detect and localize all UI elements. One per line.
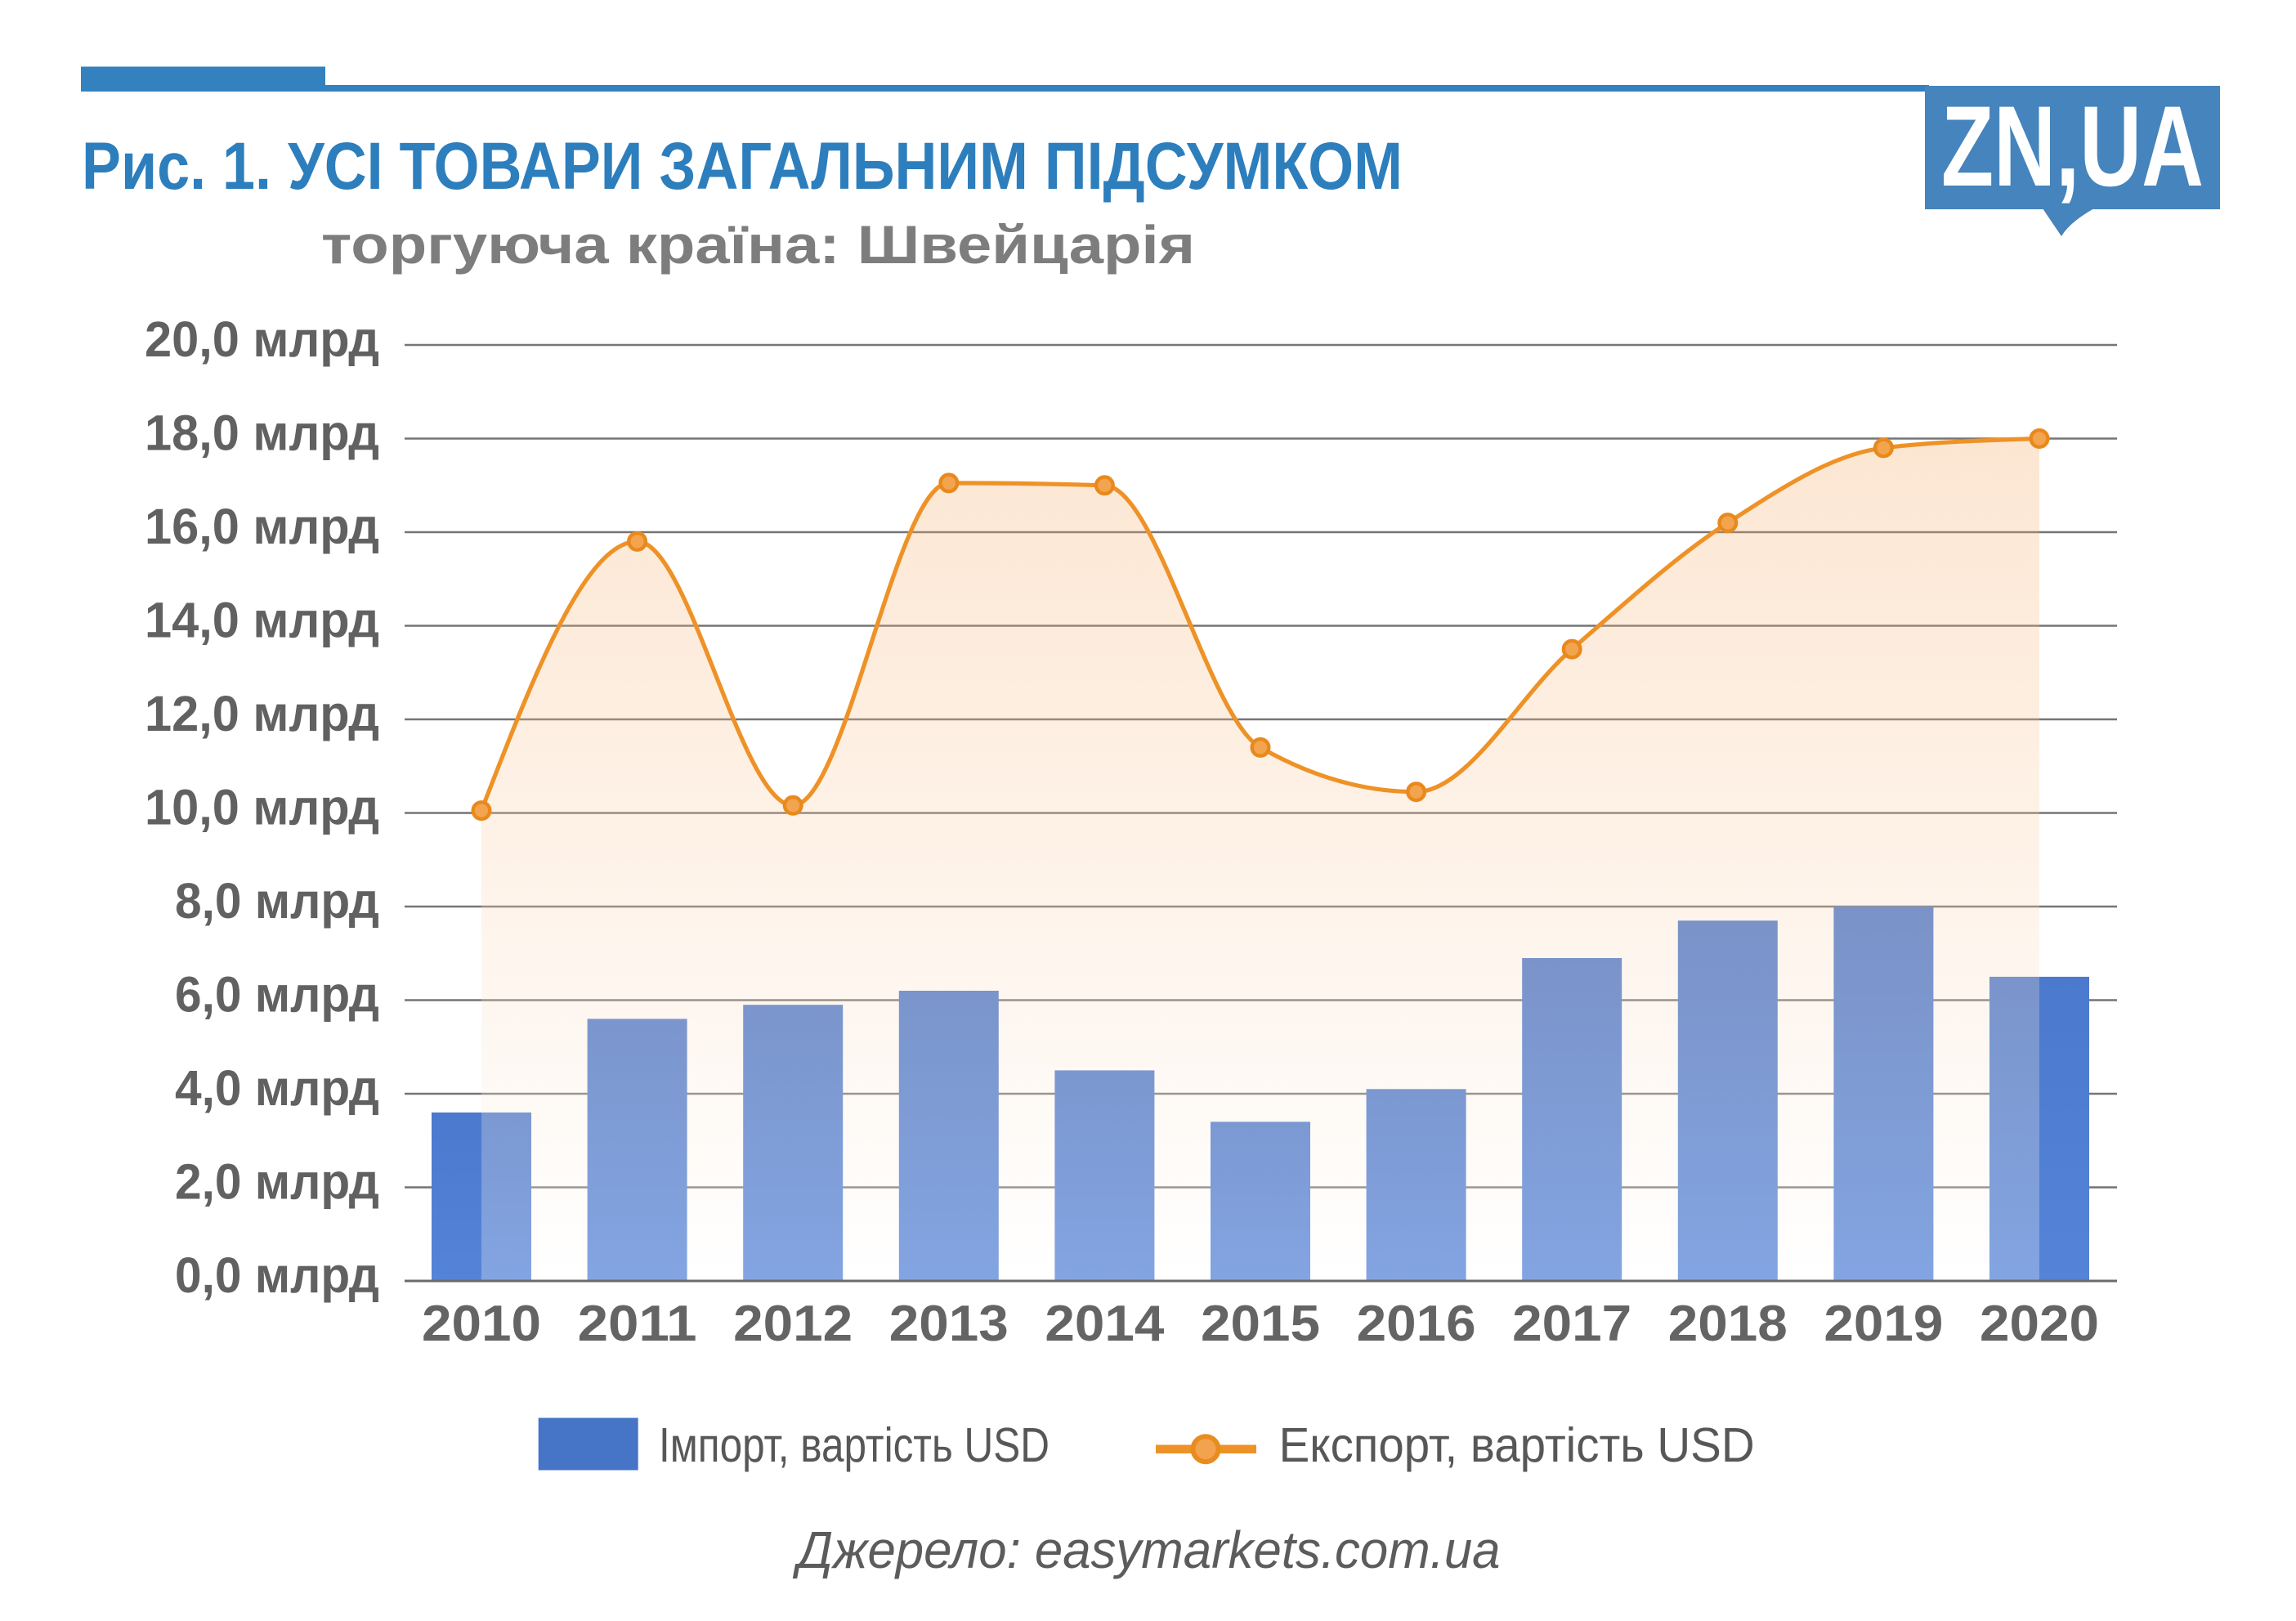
svg-text:2010: 2010 (422, 1296, 541, 1352)
svg-text:2015: 2015 (1201, 1296, 1320, 1352)
svg-text:ZN,UA: ZN,UA (1941, 82, 2204, 210)
svg-text:10,0 млрд: 10,0 млрд (145, 780, 379, 835)
svg-text:2012: 2012 (733, 1296, 853, 1352)
svg-text:Імпорт, вартість USD: Імпорт, вартість USD (659, 1417, 1050, 1472)
svg-text:2020: 2020 (1980, 1296, 2099, 1352)
svg-text:20,0 млрд: 20,0 млрд (145, 311, 379, 367)
svg-text:12,0 млрд: 12,0 млрд (145, 686, 379, 741)
svg-text:18,0 млрд: 18,0 млрд (145, 405, 379, 461)
svg-text:2,0 млрд: 2,0 млрд (175, 1154, 379, 1210)
svg-text:6,0 млрд: 6,0 млрд (175, 967, 379, 1023)
svg-text:2013: 2013 (889, 1296, 1009, 1352)
svg-text:Рис. 1. УСІ ТОВАРИ ЗАГАЛЬНИМ П: Рис. 1. УСІ ТОВАРИ ЗАГАЛЬНИМ ПІДСУМКОМ (82, 129, 1403, 204)
svg-text:2019: 2019 (1824, 1296, 1943, 1352)
svg-text:2014: 2014 (1045, 1296, 1165, 1352)
svg-text:2011: 2011 (578, 1296, 697, 1352)
svg-text:2016: 2016 (1357, 1296, 1476, 1352)
svg-text:0,0 млрд: 0,0 млрд (175, 1247, 379, 1303)
svg-text:Джерело: easymarkets.com.ua: Джерело: easymarkets.com.ua (793, 1520, 1501, 1579)
svg-text:Експорт, вартість USD: Експорт, вартість USD (1279, 1417, 1755, 1472)
svg-text:торгуюча країна: Швейцарія: торгуюча країна: Швейцарія (321, 214, 1195, 275)
svg-text:14,0 млрд: 14,0 млрд (145, 593, 379, 648)
svg-text:4,0 млрд: 4,0 млрд (175, 1060, 379, 1116)
svg-text:16,0 млрд: 16,0 млрд (145, 499, 379, 554)
svg-text:2018: 2018 (1668, 1296, 1788, 1352)
svg-text:2017: 2017 (1512, 1296, 1631, 1352)
svg-text:8,0 млрд: 8,0 млрд (175, 873, 379, 929)
